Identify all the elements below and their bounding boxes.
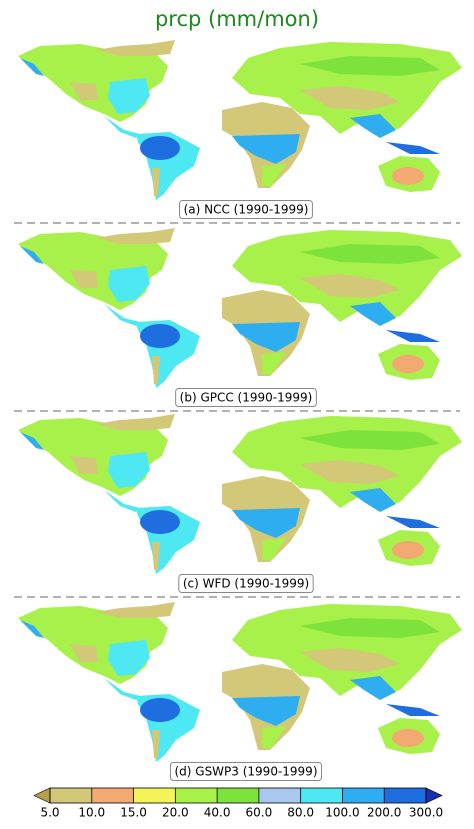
colorbar-tick-label: 300.0 [409, 806, 443, 820]
colorbar-tick-label: 60.0 [246, 806, 273, 820]
world-map [18, 414, 462, 574]
world-map [18, 602, 462, 762]
colorbar-tick-label: 15.0 [120, 806, 147, 820]
label-box [179, 200, 313, 219]
panel-label: (c) WFD (1990-1999) [183, 577, 309, 591]
map-panel: (a) NCC (1990-1999) [18, 40, 462, 219]
figure-title: prcp (mm/mon) [155, 7, 319, 31]
map-panel: (c) WFD (1990-1999) [18, 414, 462, 593]
colorbar-tick-label: 200.0 [367, 806, 401, 820]
colorbar-tick-label: 40.0 [204, 806, 231, 820]
colorbar-tick-label: 5.0 [40, 806, 59, 820]
colorbar-segment [133, 788, 176, 803]
colorbar: 5.0 10.0 15.0 20.0 40.0 60.0 80.0 100.0 200.0 300… [33, 787, 443, 820]
colorbar-segment [258, 788, 301, 803]
label-box [169, 762, 323, 781]
panel-label: (b) GPCC (1990-1999) [180, 391, 313, 405]
colorbar-over [425, 787, 443, 804]
colorbar-segment [217, 788, 259, 803]
panels: (a) NCC (1990-1999) (b) GPCC (1990-1999) (… [14, 40, 462, 781]
colorbar-segment [91, 788, 134, 803]
colorbar-under [33, 787, 51, 804]
colorbar-segment [300, 788, 343, 803]
colorbar-segment [384, 788, 426, 803]
colorbar-segment [175, 788, 218, 803]
map-panel: (b) GPCC (1990-1999) [18, 228, 462, 407]
colorbar-tick-label: 20.0 [162, 806, 189, 820]
world-map [18, 228, 462, 388]
colorbar-tick-label: 10.0 [78, 806, 105, 820]
label-box [178, 574, 314, 593]
panel-label: (d) GSWP3 (1990-1999) [174, 765, 317, 779]
colorbar-segment [342, 788, 385, 803]
colorbar-tick-label: 80.0 [287, 806, 314, 820]
colorbar-tick-label: 100.0 [325, 806, 359, 820]
panel-label: (a) NCC (1990-1999) [184, 203, 309, 217]
world-map [18, 40, 462, 200]
map-panel: (d) GSWP3 (1990-1999) [18, 602, 462, 781]
label-box [175, 388, 317, 407]
colorbar-segment [50, 788, 92, 803]
